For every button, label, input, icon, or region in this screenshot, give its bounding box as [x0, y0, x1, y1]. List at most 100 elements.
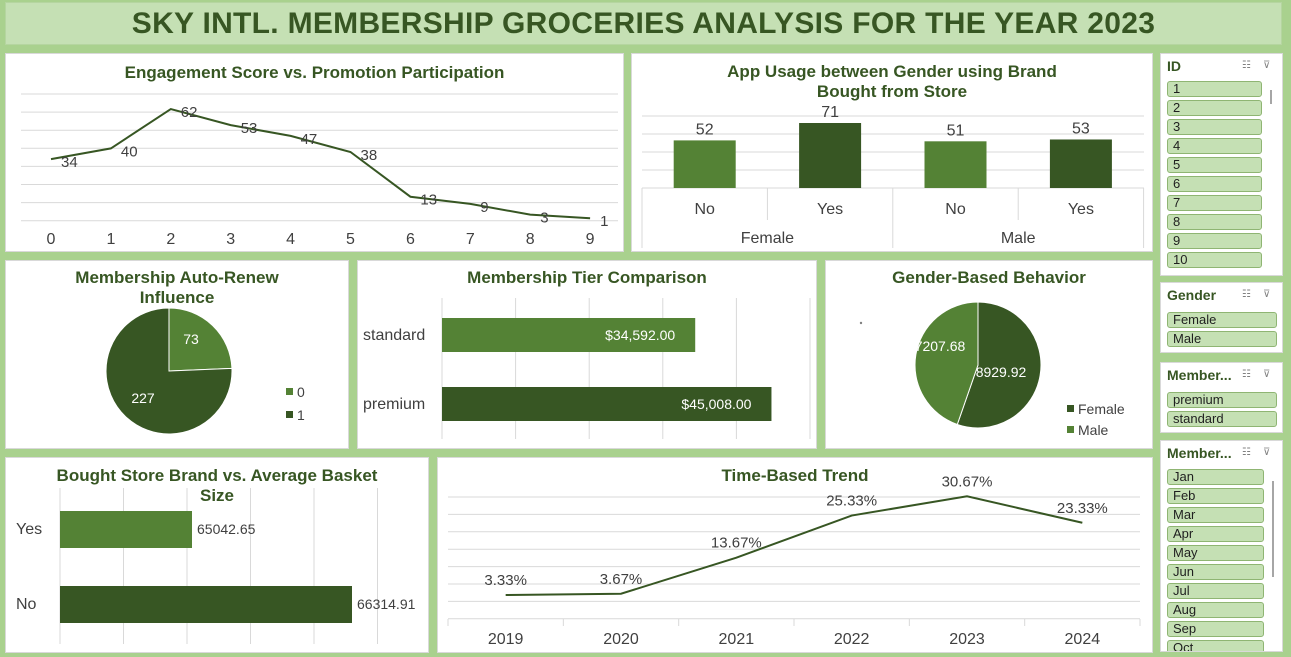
- slicer-item[interactable]: 9: [1167, 233, 1262, 249]
- legend-label: 1: [297, 407, 305, 423]
- clear-filter-icon[interactable]: ⊽: [1263, 60, 1271, 71]
- data-label: $45,008.00: [681, 396, 751, 412]
- slicer-item[interactable]: Male: [1167, 331, 1277, 347]
- store-brand-chart-panel[interactable]: Bought Store Brand vs. Average Basket Si…: [5, 457, 429, 653]
- slicer-item[interactable]: premium: [1167, 392, 1277, 408]
- tier-bar: [442, 387, 772, 421]
- slicer-item[interactable]: Sep: [1167, 621, 1264, 637]
- clear-filter-icon[interactable]: ⊽: [1263, 289, 1271, 300]
- app-usage-chart-panel[interactable]: App Usage between Gender using Brand Bou…: [631, 53, 1153, 252]
- id-slicer-scrollbar[interactable]: [1270, 90, 1272, 104]
- data-label: 73: [183, 331, 199, 347]
- slicer-item[interactable]: Mar: [1167, 507, 1264, 523]
- tier-slicer-header: Member...: [1167, 367, 1232, 383]
- month-slicer[interactable]: Member... ☷ ⊽ Jan Feb Mar Apr May Jun Jul Aug Se…: [1160, 440, 1283, 652]
- slicer-item[interactable]: 4: [1167, 138, 1262, 154]
- x-tick-label: 2019: [488, 631, 524, 648]
- x-tick-label: 6: [406, 231, 415, 248]
- slicer-item[interactable]: Aug: [1167, 602, 1264, 618]
- time-trend-chart-title: Time-Based Trend: [721, 466, 869, 485]
- data-label: 25.33%: [826, 493, 877, 510]
- engagement-chart-panel[interactable]: Engagement Score vs. Promotion Participa…: [5, 53, 624, 252]
- legend-label: Female: [1078, 401, 1125, 417]
- slicer-item[interactable]: Jul: [1167, 583, 1264, 599]
- auto-renew-chart-title: Membership Auto-Renew Influence: [75, 268, 279, 307]
- store-brand-bar: [60, 586, 352, 623]
- slicer-item[interactable]: 3: [1167, 119, 1262, 135]
- id-slicer[interactable]: ID ☷ ⊽ 1 2 3 4 5 6 7 8 9 10: [1160, 53, 1283, 276]
- data-label: $34,592.00: [605, 327, 675, 343]
- slicer-item[interactable]: Jan: [1167, 469, 1264, 485]
- pie-slice-0: [168, 307, 233, 372]
- time-trend-chart-panel[interactable]: Time-Based Trend 3.33% 2019 3.67% 2020 13.67…: [437, 457, 1153, 653]
- clear-filter-icon[interactable]: ⊽: [1263, 369, 1271, 380]
- slicer-item[interactable]: 6: [1167, 176, 1262, 192]
- slicer-item[interactable]: May: [1167, 545, 1264, 561]
- y-tick-label: premium: [363, 396, 425, 413]
- slicer-item[interactable]: 1: [1167, 81, 1262, 97]
- data-label: 8929.92: [976, 364, 1027, 380]
- data-label: 53: [241, 120, 258, 137]
- slicer-item[interactable]: Oct: [1167, 640, 1264, 651]
- store-brand-bar: [60, 511, 192, 548]
- y-tick-label: Yes: [16, 521, 42, 538]
- app-usage-chart: 52 No 71 Yes 51 No 53 Yes Female Male: [641, 104, 1145, 248]
- slicer-item[interactable]: Female: [1167, 312, 1277, 328]
- slicer-item[interactable]: standard: [1167, 411, 1277, 427]
- x-tick-label: 4: [286, 231, 295, 248]
- gender-chart-panel[interactable]: Gender-Based Behavior 8929.92 7207.68 Fema…: [825, 260, 1153, 449]
- data-label: 52: [696, 121, 714, 138]
- multi-select-icon[interactable]: ☷: [1242, 60, 1251, 71]
- x-tick-label: 2022: [834, 631, 870, 648]
- data-label: 13.67%: [711, 535, 762, 552]
- group-label: Male: [1001, 230, 1036, 247]
- x-tick-label: 2020: [603, 631, 639, 648]
- x-tick-label: 2: [166, 231, 175, 248]
- x-tick-label: No: [945, 201, 966, 218]
- data-label: 34: [61, 154, 78, 171]
- data-label: 51: [947, 122, 965, 139]
- gender-slicer[interactable]: Gender ☷ ⊽ Female Male: [1160, 282, 1283, 353]
- slicer-item[interactable]: Feb: [1167, 488, 1264, 504]
- multi-select-icon[interactable]: ☷: [1242, 447, 1251, 458]
- legend-label: 0: [297, 384, 305, 400]
- auto-renew-chart-panel[interactable]: Membership Auto-Renew Influence 73 227 0 1: [5, 260, 349, 449]
- data-label: 227: [131, 390, 155, 406]
- x-tick-label: 2023: [949, 631, 985, 648]
- slicer-item[interactable]: 8: [1167, 214, 1262, 230]
- y-tick-label: No: [16, 596, 37, 613]
- x-tick-label: No: [694, 201, 715, 218]
- app-usage-bar: [673, 140, 736, 188]
- id-slicer-header: ID: [1167, 58, 1181, 74]
- slicer-item[interactable]: 7: [1167, 195, 1262, 211]
- y-tick-label: standard: [363, 327, 425, 344]
- slicer-item[interactable]: 5: [1167, 157, 1262, 173]
- tier-chart-title: Membership Tier Comparison: [467, 268, 707, 287]
- tier-slicer[interactable]: Member... ☷ ⊽ premium standard: [1160, 362, 1283, 433]
- tier-chart-panel[interactable]: Membership Tier Comparison $34,592.00 sta…: [357, 260, 817, 449]
- legend-label: Male: [1078, 422, 1109, 438]
- month-slicer-scrollbar[interactable]: [1272, 481, 1274, 577]
- multi-select-icon[interactable]: ☷: [1242, 369, 1251, 380]
- pie-slice-1: [105, 307, 233, 435]
- data-label: 47: [301, 131, 318, 148]
- slicer-item[interactable]: 10: [1167, 252, 1262, 268]
- clear-filter-icon[interactable]: ⊽: [1263, 447, 1271, 458]
- data-label: 3.33%: [484, 572, 527, 589]
- slicer-item[interactable]: 2: [1167, 100, 1262, 116]
- data-label: 65042.65: [197, 521, 256, 537]
- app-usage-bar: [799, 123, 862, 188]
- slicer-item[interactable]: Apr: [1167, 526, 1264, 542]
- multi-select-icon[interactable]: ☷: [1242, 289, 1251, 300]
- data-label: 66314.91: [357, 596, 416, 612]
- gender-chart-title: Gender-Based Behavior: [892, 268, 1086, 287]
- gender-slicer-header: Gender: [1167, 287, 1217, 303]
- pie-slice-male: [914, 301, 979, 426]
- legend-swatch: [286, 388, 293, 395]
- slicer-item[interactable]: Jun: [1167, 564, 1264, 580]
- tier-bar: [442, 318, 696, 352]
- data-label: 30.67%: [942, 473, 993, 490]
- stray-point: [859, 321, 863, 325]
- legend-swatch: [286, 411, 293, 418]
